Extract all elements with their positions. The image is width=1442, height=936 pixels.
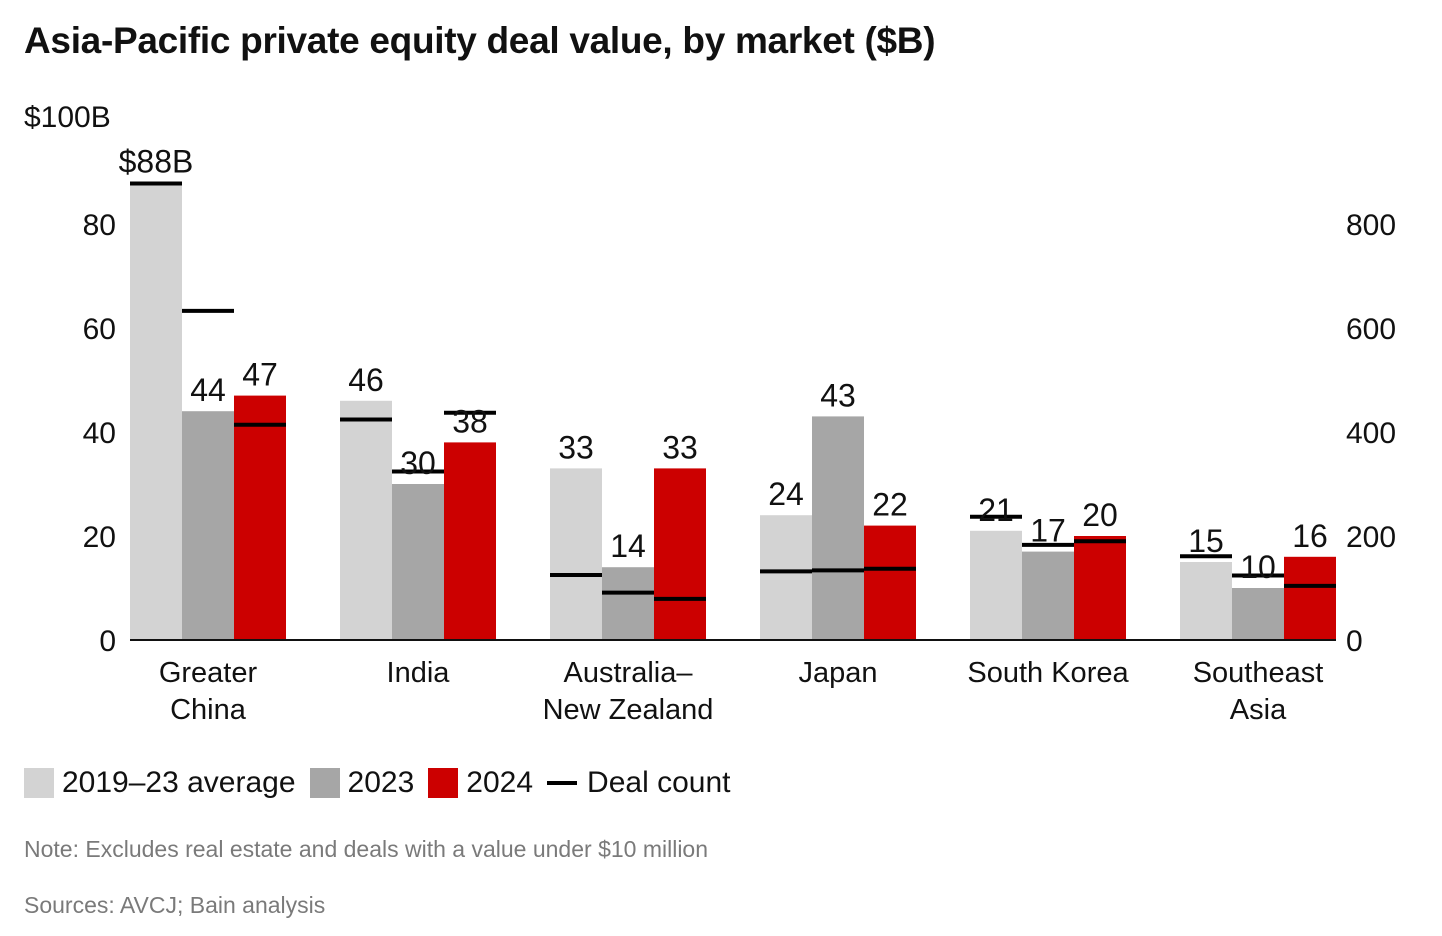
left-axis: 0 20 40 60 80 $100B bbox=[24, 101, 116, 658]
legend-item-2024: 2024 bbox=[428, 766, 533, 800]
data-label-2023-2: 14 bbox=[610, 528, 646, 564]
left-tick-80: 80 bbox=[83, 209, 116, 242]
data-label-2024-2: 33 bbox=[662, 429, 698, 465]
bar-2024-0 bbox=[234, 395, 286, 640]
category-label-4: South Korea bbox=[967, 657, 1129, 689]
bar-2023-0 bbox=[182, 411, 234, 640]
legend-label-average: 2019–23 average bbox=[62, 766, 296, 799]
bar-2023-3 bbox=[812, 416, 864, 640]
bar-2024-5 bbox=[1284, 556, 1336, 640]
right-tick-0: 0 bbox=[1346, 625, 1363, 658]
right-tick-400: 400 bbox=[1346, 417, 1396, 450]
bar-2024-3 bbox=[864, 525, 916, 640]
bar-average-0 bbox=[130, 182, 182, 640]
data-label-average-2: 33 bbox=[558, 429, 594, 465]
data-label-average-3: 24 bbox=[768, 476, 804, 512]
legend-item-deal-count: Deal count bbox=[547, 766, 730, 800]
data-label-average-4: 21 bbox=[978, 492, 1014, 528]
data-label-2024-0: 47 bbox=[242, 357, 278, 393]
data-label-2024-1: 38 bbox=[452, 403, 488, 439]
bar-2024-2 bbox=[654, 468, 706, 640]
data-labels: $88B 44 47 46 30 38 33 14 33 24 43 22 21 17 20 15 10 16 bbox=[119, 143, 1328, 585]
right-axis: 0 200 400 600 800 bbox=[1346, 209, 1396, 658]
left-tick-40: 40 bbox=[83, 417, 116, 450]
category-label-2: Australia– New Zealand bbox=[543, 657, 714, 726]
bar-2023-5 bbox=[1232, 588, 1284, 640]
data-label-2024-5: 16 bbox=[1292, 518, 1328, 554]
legend-swatch-2023 bbox=[309, 768, 340, 798]
bar-average-4 bbox=[970, 530, 1022, 640]
left-tick-60: 60 bbox=[83, 313, 116, 346]
legend-item-average: 2019–23 average bbox=[24, 766, 296, 800]
legend-label-2023: 2023 bbox=[347, 766, 415, 799]
chart-title: Asia-Pacific private equity deal value, … bbox=[24, 20, 936, 61]
footnote: Note: Excludes real estate and deals wit… bbox=[24, 836, 709, 862]
bar-2024-1 bbox=[444, 442, 496, 640]
data-label-average-5: 15 bbox=[1188, 523, 1224, 559]
data-label-2023-0: 44 bbox=[190, 372, 226, 408]
legend-item-2023: 2023 bbox=[309, 766, 415, 800]
right-tick-200: 200 bbox=[1346, 521, 1396, 554]
bar-2023-1 bbox=[392, 484, 444, 640]
legend-swatch-average bbox=[24, 768, 54, 798]
legend-line-deal-count bbox=[547, 781, 578, 785]
right-tick-800: 800 bbox=[1346, 209, 1396, 242]
bars-group bbox=[130, 182, 1336, 640]
legend-label-deal-count: Deal count bbox=[587, 766, 731, 799]
bar-chart: $88B 44 47 46 30 38 33 14 33 24 43 22 21 17 20 15 10 16 0… bbox=[24, 101, 1396, 726]
bar-average-3 bbox=[760, 515, 812, 640]
category-label-0: Greater China bbox=[159, 657, 258, 726]
legend-label-2024: 2024 bbox=[466, 766, 534, 799]
bar-2023-2 bbox=[602, 567, 654, 640]
category-label-5: Southeast Asia bbox=[1193, 657, 1324, 726]
data-label-2023-5: 10 bbox=[1240, 549, 1276, 585]
deal-count-markers bbox=[130, 181, 1336, 601]
category-label-1: India bbox=[387, 657, 451, 689]
bar-average-2 bbox=[550, 468, 602, 640]
bar-2024-4 bbox=[1074, 536, 1126, 640]
data-label-2024-3: 22 bbox=[872, 487, 908, 523]
category-label-3: Japan bbox=[798, 657, 877, 689]
legend-swatch-2024 bbox=[428, 768, 459, 798]
right-tick-600: 600 bbox=[1346, 313, 1396, 346]
data-label-average-1: 46 bbox=[348, 362, 384, 398]
left-axis-max-label: $100B bbox=[24, 101, 111, 134]
data-label-2023-4: 17 bbox=[1030, 513, 1066, 549]
bar-average-1 bbox=[340, 400, 392, 640]
data-label-average-0: $88B bbox=[119, 143, 194, 179]
data-label-2023-1: 30 bbox=[400, 445, 436, 481]
legend: 2019–23 average 2023 2024 Deal count bbox=[24, 764, 744, 802]
sources: Sources: AVCJ; Bain analysis bbox=[24, 892, 326, 918]
left-tick-0: 0 bbox=[99, 625, 116, 658]
category-labels: Greater China India Australia– New Zealand Ja… bbox=[159, 657, 1323, 726]
bar-2023-4 bbox=[1022, 551, 1074, 640]
left-tick-20: 20 bbox=[83, 521, 116, 554]
bar-average-5 bbox=[1180, 562, 1232, 640]
data-label-2023-3: 43 bbox=[820, 377, 856, 413]
data-label-2024-4: 20 bbox=[1082, 497, 1118, 533]
